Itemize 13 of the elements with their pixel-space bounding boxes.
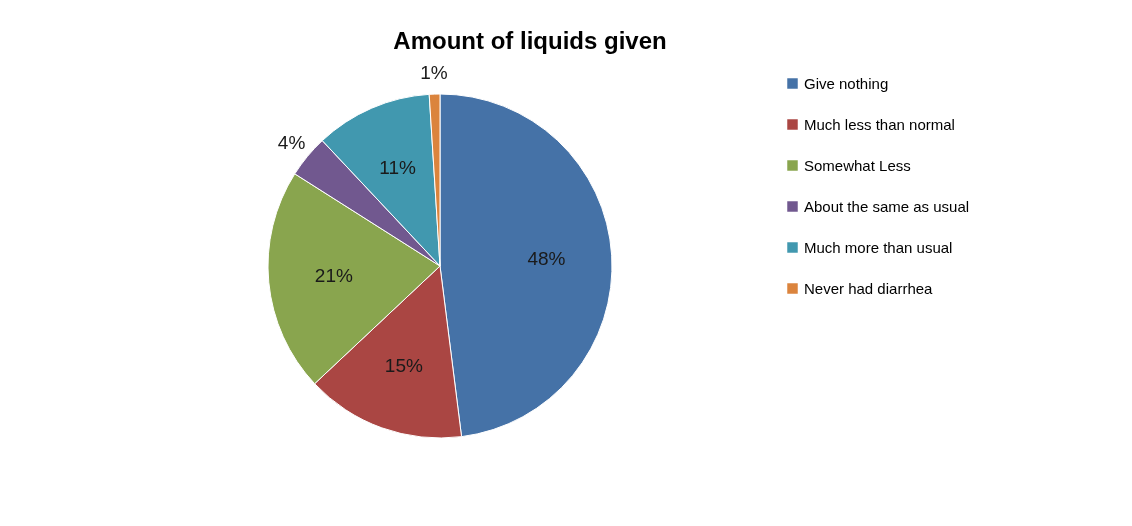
legend-label: Never had diarrhea — [804, 279, 934, 297]
data-label: 1% — [420, 62, 448, 84]
data-label: 21% — [314, 265, 353, 287]
data-label: 11% — [379, 157, 417, 179]
legend-label: Much more than usual — [804, 238, 953, 256]
legend-label: About the same as usual — [804, 197, 970, 215]
data-label: 48% — [527, 248, 566, 270]
data-label: 15% — [384, 355, 423, 377]
legend-label: Somewhat Less — [804, 156, 911, 174]
legend-label: Give nothing — [804, 74, 889, 92]
chart-title: Amount of liquids given — [393, 27, 667, 55]
legend-label: Much less than normal — [804, 115, 955, 133]
data-label: 4% — [277, 132, 306, 154]
